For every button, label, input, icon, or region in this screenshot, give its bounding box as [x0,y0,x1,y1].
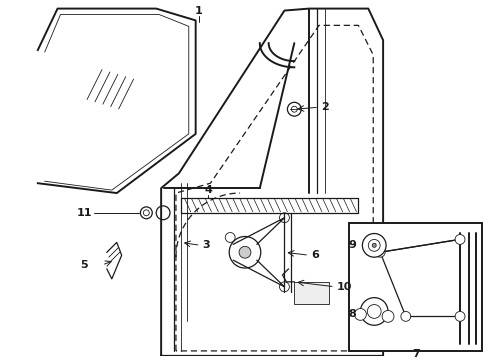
Text: 3: 3 [202,240,210,250]
Circle shape [367,239,379,251]
Circle shape [400,311,410,321]
Circle shape [371,243,375,247]
Text: 4: 4 [204,185,212,195]
Text: 2: 2 [320,102,328,112]
Text: 6: 6 [310,250,318,260]
Circle shape [354,309,366,320]
Bar [348,223,481,351]
Circle shape [454,311,464,321]
Text: 9: 9 [348,240,356,250]
Circle shape [381,310,393,322]
Circle shape [362,234,386,257]
Text: 1: 1 [194,5,202,15]
Circle shape [454,234,464,244]
Text: 7: 7 [411,349,419,359]
Circle shape [360,298,387,325]
Circle shape [374,247,384,257]
Circle shape [239,246,250,258]
Bar [294,282,328,303]
Text: 8: 8 [348,309,356,319]
Text: 5: 5 [81,260,88,270]
Text: 11: 11 [77,208,92,218]
Circle shape [366,305,380,318]
Text: 10: 10 [336,282,351,292]
